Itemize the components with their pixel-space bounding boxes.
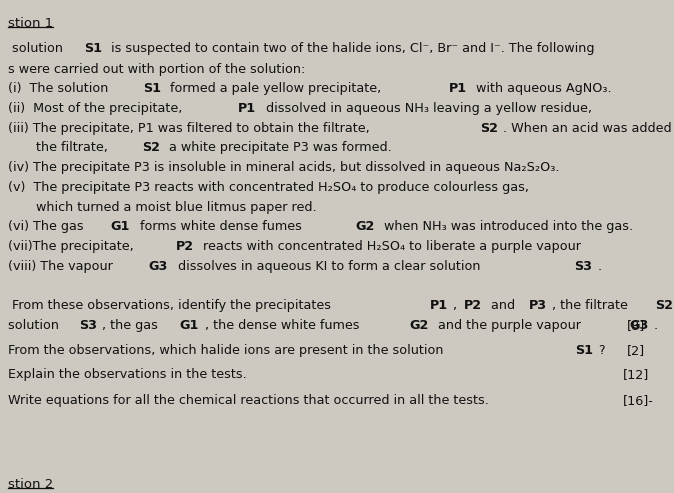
Text: (ii)  Most of the precipitate,: (ii) Most of the precipitate, — [8, 102, 187, 115]
Text: (viii) The vapour: (viii) The vapour — [8, 260, 117, 273]
Text: S3: S3 — [574, 260, 592, 273]
Text: (iv) The precipitate P3 is insoluble in mineral acids, but dissolved in aqueous : (iv) The precipitate P3 is insoluble in … — [8, 161, 559, 174]
Text: (v)  The precipitate P3 reacts with concentrated H₂SO₄ to produce colourless gas: (v) The precipitate P3 reacts with conce… — [8, 181, 537, 194]
Text: , the dense white fumes: , the dense white fumes — [204, 319, 363, 332]
Text: ?: ? — [599, 344, 605, 356]
Text: G2: G2 — [355, 220, 374, 233]
Text: [12]: [12] — [623, 368, 649, 381]
Text: (iii) The precipitate, P1 was filtered to obtain the filtrate,: (iii) The precipitate, P1 was filtered t… — [8, 122, 374, 135]
Text: dissolves in aqueous KI to form a clear solution: dissolves in aqueous KI to form a clear … — [174, 260, 484, 273]
Text: S2: S2 — [142, 141, 160, 154]
Text: (vii)The precipitate,: (vii)The precipitate, — [8, 240, 138, 253]
Text: [2]: [2] — [627, 344, 645, 356]
Text: a white precipitate P3 was formed.: a white precipitate P3 was formed. — [165, 141, 392, 154]
Text: S1: S1 — [143, 82, 161, 95]
Text: G3: G3 — [629, 319, 648, 332]
Text: G3: G3 — [148, 260, 168, 273]
Text: G1: G1 — [111, 220, 130, 233]
Text: s were carried out with portion of the solution:: s were carried out with portion of the s… — [8, 63, 305, 75]
Text: which turned a moist blue litmus paper red.: which turned a moist blue litmus paper r… — [8, 201, 317, 213]
Text: and the purple vapour: and the purple vapour — [434, 319, 585, 332]
Text: P1: P1 — [449, 82, 467, 95]
Text: (vi) The gas: (vi) The gas — [8, 220, 88, 233]
Text: From the observations, which halide ions are present in the solution: From the observations, which halide ions… — [8, 344, 448, 356]
Text: G1: G1 — [179, 319, 199, 332]
Text: Explain the observations in the tests.: Explain the observations in the tests. — [8, 368, 247, 381]
Text: S3: S3 — [79, 319, 97, 332]
Text: . When an acid was added to: . When an acid was added to — [503, 122, 674, 135]
Text: P1: P1 — [430, 299, 448, 312]
Text: when NH₃ was introduced into the gas.: when NH₃ was introduced into the gas. — [380, 220, 633, 233]
Text: S2: S2 — [480, 122, 498, 135]
Text: and: and — [487, 299, 520, 312]
Text: P2: P2 — [464, 299, 482, 312]
Text: G2: G2 — [409, 319, 429, 332]
Text: formed a pale yellow precipitate,: formed a pale yellow precipitate, — [166, 82, 386, 95]
Text: P3: P3 — [528, 299, 547, 312]
Text: P1: P1 — [238, 102, 256, 115]
Text: Write equations for all the chemical reactions that occurred in all the tests.: Write equations for all the chemical rea… — [8, 394, 489, 407]
Text: S1: S1 — [84, 42, 102, 55]
Text: is suspected to contain two of the halide ions, Cl⁻, Br⁻ and I⁻. The following: is suspected to contain two of the halid… — [107, 42, 595, 55]
Text: solution: solution — [8, 42, 67, 55]
Text: stion 1: stion 1 — [8, 17, 53, 30]
Text: stion 2: stion 2 — [8, 478, 53, 491]
Text: ,: , — [454, 299, 462, 312]
Text: forms white dense fumes: forms white dense fumes — [136, 220, 306, 233]
Text: the filtrate,: the filtrate, — [8, 141, 112, 154]
Text: From these observations, identify the precipitates: From these observations, identify the pr… — [8, 299, 335, 312]
Text: reacts with concentrated H₂SO₄ to liberate a purple vapour: reacts with concentrated H₂SO₄ to libera… — [199, 240, 585, 253]
Text: [8]: [8] — [627, 319, 645, 332]
Text: .: . — [654, 319, 658, 332]
Text: , the filtrate: , the filtrate — [552, 299, 632, 312]
Text: S1: S1 — [575, 344, 593, 356]
Text: S2: S2 — [655, 299, 673, 312]
Text: P2: P2 — [175, 240, 193, 253]
Text: with aqueous AgNO₃.: with aqueous AgNO₃. — [472, 82, 612, 95]
Text: , the gas: , the gas — [102, 319, 162, 332]
Text: .: . — [597, 260, 602, 273]
Text: [16]-: [16]- — [623, 394, 654, 407]
Text: solution: solution — [8, 319, 63, 332]
Text: (i)  The solution: (i) The solution — [8, 82, 113, 95]
Text: dissolved in aqueous NH₃ leaving a yellow residue,: dissolved in aqueous NH₃ leaving a yello… — [262, 102, 596, 115]
